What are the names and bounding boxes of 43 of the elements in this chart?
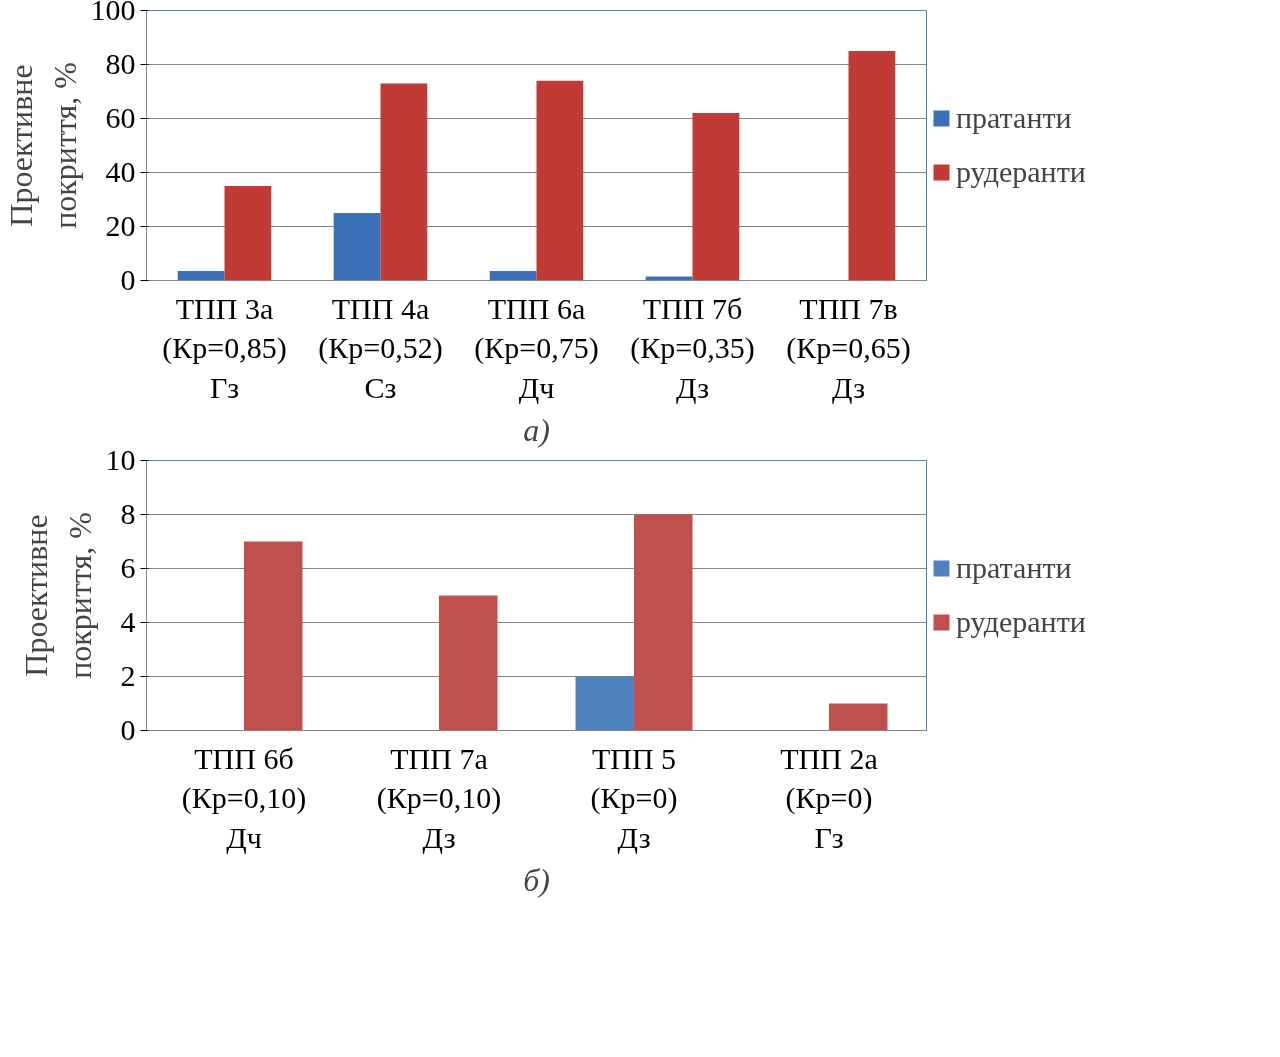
legend-label: пратанти xyxy=(956,551,1072,585)
text: б) xyxy=(523,861,550,898)
y-tick-label: 40 xyxy=(105,155,136,188)
y-tick-label: 20 xyxy=(105,209,136,242)
y-tick-label: 6 xyxy=(120,551,136,584)
bar xyxy=(489,271,537,281)
y-tick-label: 0 xyxy=(120,713,136,746)
y-tick-label: 80 xyxy=(105,47,136,80)
x-tick-label: ТПП 7в (Кр=0,65) Дз xyxy=(786,291,911,404)
y-tick-label: 0 xyxy=(120,263,136,296)
bar xyxy=(829,703,888,731)
x-tick-label: ТПП 7а (Кр=0,10) Дз xyxy=(376,741,502,854)
text: а) xyxy=(523,411,550,448)
bar xyxy=(634,514,693,731)
y-tick-label: 8 xyxy=(120,497,136,530)
y-tick-label: 10 xyxy=(105,443,136,476)
bar xyxy=(692,113,740,281)
y-tick-label: 60 xyxy=(105,101,136,134)
x-tick-label: ТПП 6а (Кр=0,75) Дч xyxy=(474,291,599,404)
x-tick-label: ТПП 5 (Кр=0) Дз xyxy=(590,741,678,854)
y-axis-title: Проективне покриття, % xyxy=(3,62,83,229)
x-tick-label: ТПП 7б (Кр=0,35) Дз xyxy=(630,291,755,404)
bar xyxy=(536,80,584,281)
bar xyxy=(244,541,303,731)
bar xyxy=(848,51,896,281)
x-tick-label: ТПП 3а (Кр=0,85) Гз xyxy=(162,291,287,404)
y-tick-label: 100 xyxy=(90,0,136,26)
y-axis-title: Проективне покриття, % xyxy=(18,512,98,679)
legend-label: рудеранти xyxy=(956,605,1086,639)
x-tick-label: ТПП 4а (Кр=0,52) Сз xyxy=(318,291,443,404)
x-tick-label: ТПП 2а (Кр=0) Гз xyxy=(780,741,878,854)
y-tick-label: 2 xyxy=(120,659,136,692)
bar xyxy=(439,595,498,731)
bar xyxy=(380,83,428,281)
legend-label: рудеранти xyxy=(956,155,1086,189)
x-tick-label: ТПП 6б (Кр=0,10) Дч xyxy=(181,741,307,854)
bar xyxy=(645,276,693,281)
bar xyxy=(333,213,381,281)
y-tick-label: 4 xyxy=(120,605,136,638)
bar xyxy=(575,676,634,731)
legend-label: пратанти xyxy=(956,101,1072,135)
bar xyxy=(177,271,225,281)
bar xyxy=(224,186,272,281)
